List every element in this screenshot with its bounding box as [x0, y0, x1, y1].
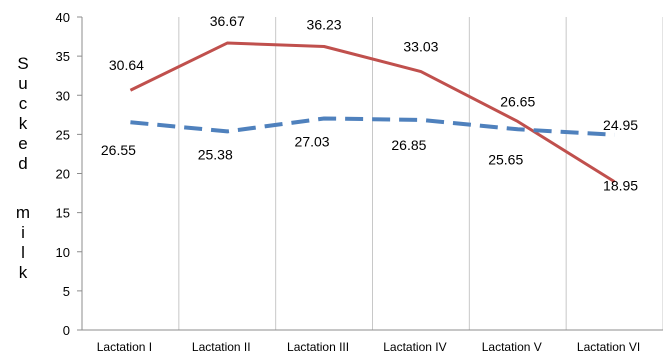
y-tick-label: 35 [56, 49, 70, 64]
series-line-2 [130, 116, 615, 137]
gridlines [81, 17, 663, 330]
axes [77, 16, 663, 331]
y-tick-label: 40 [56, 10, 70, 25]
data-label-series-1: 36.23 [307, 17, 342, 33]
data-label-series-1: 30.64 [109, 57, 144, 73]
y-tick-label: 25 [56, 127, 70, 142]
x-tick-label: Lactation I [97, 340, 152, 354]
series-lines [129, 41, 616, 183]
data-label-series-1: 36.67 [210, 13, 245, 29]
y-axis-label-letter: d [18, 154, 27, 173]
y-axis-label-letter: e [18, 134, 27, 153]
data-label-series-2: 24.95 [603, 117, 638, 133]
y-tick-label: 10 [56, 245, 70, 260]
x-tick-label: Lactation IV [383, 340, 446, 354]
y-tick-label: 15 [56, 206, 70, 221]
y-tick-label: 0 [63, 323, 70, 338]
x-tick-label: Lactation II [192, 340, 251, 354]
y-axis-label-letter: i [21, 223, 25, 242]
data-label-series-2: 27.03 [295, 133, 330, 149]
x-tick-label: Lactation V [482, 340, 542, 354]
x-tick-labels: Lactation I Lactation II Lactation III Lact… [97, 340, 641, 354]
y-tick-label: 5 [63, 284, 70, 299]
y-axis-label-letter: k [19, 114, 28, 133]
data-label-series-2: 25.65 [488, 151, 523, 167]
data-label-series-2: 26.55 [101, 142, 136, 158]
y-axis-label-letter: c [19, 94, 28, 113]
y-axis-label-letter: u [18, 74, 27, 93]
y-tick-label: 20 [56, 167, 70, 182]
data-label-series-1: 33.03 [403, 39, 438, 55]
data-label-series-2: 25.38 [198, 146, 233, 162]
y-axis-label-letter: m [16, 203, 30, 222]
data-label-series-2: 26.85 [391, 137, 426, 153]
data-label-series-1: 26.65 [500, 93, 535, 109]
x-tick-label: Lactation VI [577, 340, 640, 354]
y-tick-labels: 0 5 10 15 20 25 30 35 40 [56, 10, 70, 338]
data-labels: 30.64 36.67 36.23 33.03 26.65 18.95 26.55 25.38… [101, 13, 638, 194]
y-tick-label: 30 [56, 88, 70, 103]
data-label-series-1: 18.95 [603, 178, 638, 194]
y-axis-label-letter: k [19, 263, 28, 282]
y-axis-label-letter: l [21, 243, 25, 262]
y-axis-label-letter: S [17, 54, 28, 73]
x-tick-label: Lactation III [287, 340, 349, 354]
